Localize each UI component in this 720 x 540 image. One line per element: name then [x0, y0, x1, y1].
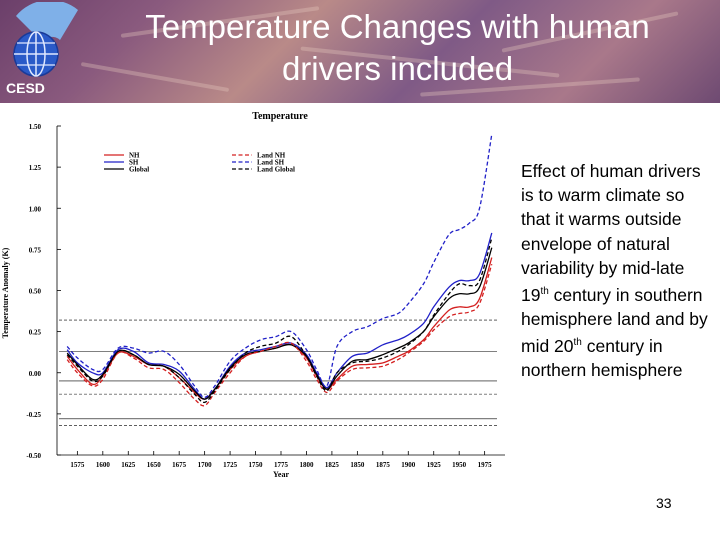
axes: -0.50 -0.25 0.00 0.25 0.50 0.75 1.00 1.25 1.50 15… — [26, 123, 505, 469]
y-tick-label: -0.50 — [26, 452, 41, 460]
x-tick-label: 1925 — [427, 461, 442, 469]
y-tick-label: 0.25 — [29, 329, 42, 337]
x-tick-label: 1700 — [198, 461, 213, 469]
y-tick-label: 1.00 — [29, 205, 42, 213]
y-tick-label: -0.25 — [26, 411, 41, 419]
x-tick-label: 1950 — [452, 461, 467, 469]
y-tick-label: 1.50 — [29, 123, 42, 131]
x-tick-label: 1875 — [376, 461, 391, 469]
series-line-land-nh — [66, 264, 493, 407]
x-tick-label: 1750 — [249, 461, 264, 469]
series-line-sh — [66, 232, 493, 400]
chart-title: Temperature — [252, 111, 308, 122]
slide-title: Temperature Changes with human drivers i… — [145, 8, 650, 87]
x-tick-label: 1800 — [299, 461, 314, 469]
series-line-global — [66, 247, 493, 400]
logo-text: CESD — [6, 80, 45, 96]
series-line-nh — [66, 257, 493, 400]
x-tick-label: 1975 — [478, 461, 493, 469]
x-tick-label: 1650 — [147, 461, 162, 469]
x-tick-label: 1850 — [350, 461, 365, 469]
side-text-part: century in southern hemisphere land and … — [521, 284, 708, 357]
y-axis-label: Temperature Anomaly (K) — [1, 247, 10, 338]
series-line-land-sh — [66, 134, 493, 399]
x-tick-label: 1725 — [223, 461, 238, 469]
side-text-superscript: th — [540, 286, 549, 298]
title-banner: CESD Temperature Changes with human driv… — [0, 0, 720, 103]
x-tick-label: 1575 — [70, 461, 85, 469]
y-tick-label: 1.25 — [29, 164, 42, 172]
legend-label: Global — [129, 166, 149, 174]
y-tick-label: 0.50 — [29, 288, 42, 296]
x-tick-label: 1775 — [274, 461, 289, 469]
globe-icon — [13, 2, 78, 77]
y-tick-label: 0.00 — [29, 370, 42, 378]
legend-label: SH — [129, 159, 139, 167]
legend-label: Land SH — [257, 159, 285, 167]
x-tick-label: 1900 — [401, 461, 416, 469]
side-text-part: century in northern hemisphere — [521, 336, 683, 381]
x-tick-label: 1675 — [172, 461, 187, 469]
legend-label: Land NH — [257, 152, 286, 160]
y-tick-label: 0.75 — [29, 246, 42, 254]
x-axis-label: Year — [273, 470, 289, 478]
series-lines — [66, 134, 493, 407]
x-tick-label: 1825 — [325, 461, 340, 469]
side-text: Effect of human drivers is to warm clima… — [521, 159, 711, 382]
series-line-land-global — [66, 237, 493, 404]
side-text-part: Effect of human drivers is to warm clima… — [521, 161, 701, 305]
temperature-chart: -0.50 -0.25 0.00 0.25 0.50 0.75 1.00 1.25 1.50 15… — [1, 111, 505, 478]
x-tick-label: 1600 — [96, 461, 111, 469]
legend-label: Land Global — [257, 166, 295, 174]
legend-label: NH — [129, 152, 140, 160]
side-text-superscript: th — [573, 337, 582, 349]
page-number: 33 — [656, 495, 672, 511]
x-tick-label: 1625 — [121, 461, 136, 469]
